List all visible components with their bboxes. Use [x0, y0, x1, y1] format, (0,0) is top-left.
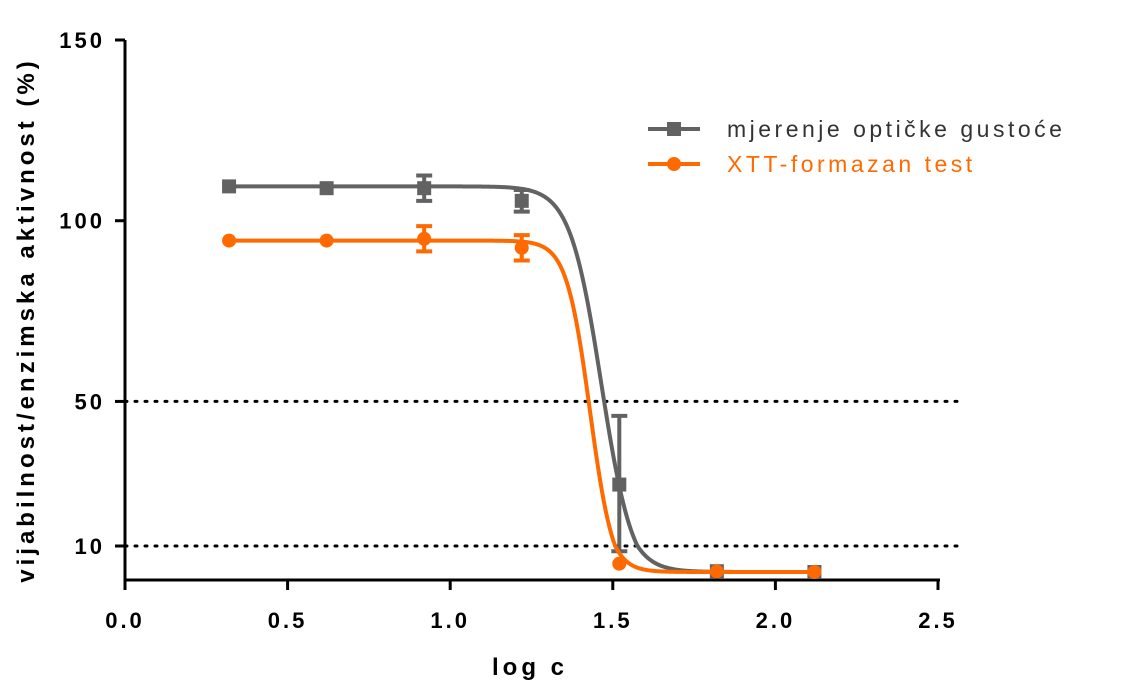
legend-label: mjerenje optičke gustoće [727, 116, 1065, 142]
data-point [514, 240, 529, 255]
fit-curve [229, 238, 815, 574]
data-point [222, 179, 237, 194]
x-tick-label: 1.5 [593, 608, 633, 633]
y-tick-label: 50 [75, 389, 105, 414]
data-point [612, 477, 627, 492]
legend-item-1: mjerenje optičke gustoće [648, 116, 1065, 142]
x-tick-label: 0.5 [268, 608, 308, 633]
axes [115, 38, 940, 590]
legend-label: XTT-formazan test [727, 151, 976, 177]
y-tick-label: 100 [59, 209, 105, 234]
x-axis-title: log c [492, 654, 568, 681]
reference-lines [123, 399, 964, 548]
y-axis-title: vijabilnost/enzimska aktivnost (%) [13, 57, 40, 582]
data-point [709, 564, 724, 579]
data-point [417, 181, 432, 196]
data-point [319, 233, 334, 248]
legend-marker [667, 157, 681, 171]
y-tick-label: 150 [59, 28, 105, 53]
data-point [417, 231, 432, 246]
x-tick-label: 0.0 [105, 608, 145, 633]
data-point [222, 233, 237, 248]
series-layer [222, 173, 822, 579]
x-tick-label: 2.5 [918, 608, 958, 633]
data-point [807, 565, 822, 579]
series-2 [222, 224, 822, 579]
x-tick-label: 2.0 [756, 608, 796, 633]
x-tick-label: 1.0 [430, 608, 470, 633]
tick-labels: 10 50 100 150 0.0 0.5 1.0 1.5 2.0 2.5 [59, 28, 958, 633]
data-point [612, 556, 627, 571]
legend: mjerenje optičke gustoće XTT-formazan tes… [648, 116, 1065, 177]
y-tick-label: 10 [75, 534, 105, 559]
legend-marker [667, 122, 681, 136]
data-point [319, 181, 334, 196]
data-point [514, 193, 529, 208]
legend-item-2: XTT-formazan test [648, 151, 976, 177]
